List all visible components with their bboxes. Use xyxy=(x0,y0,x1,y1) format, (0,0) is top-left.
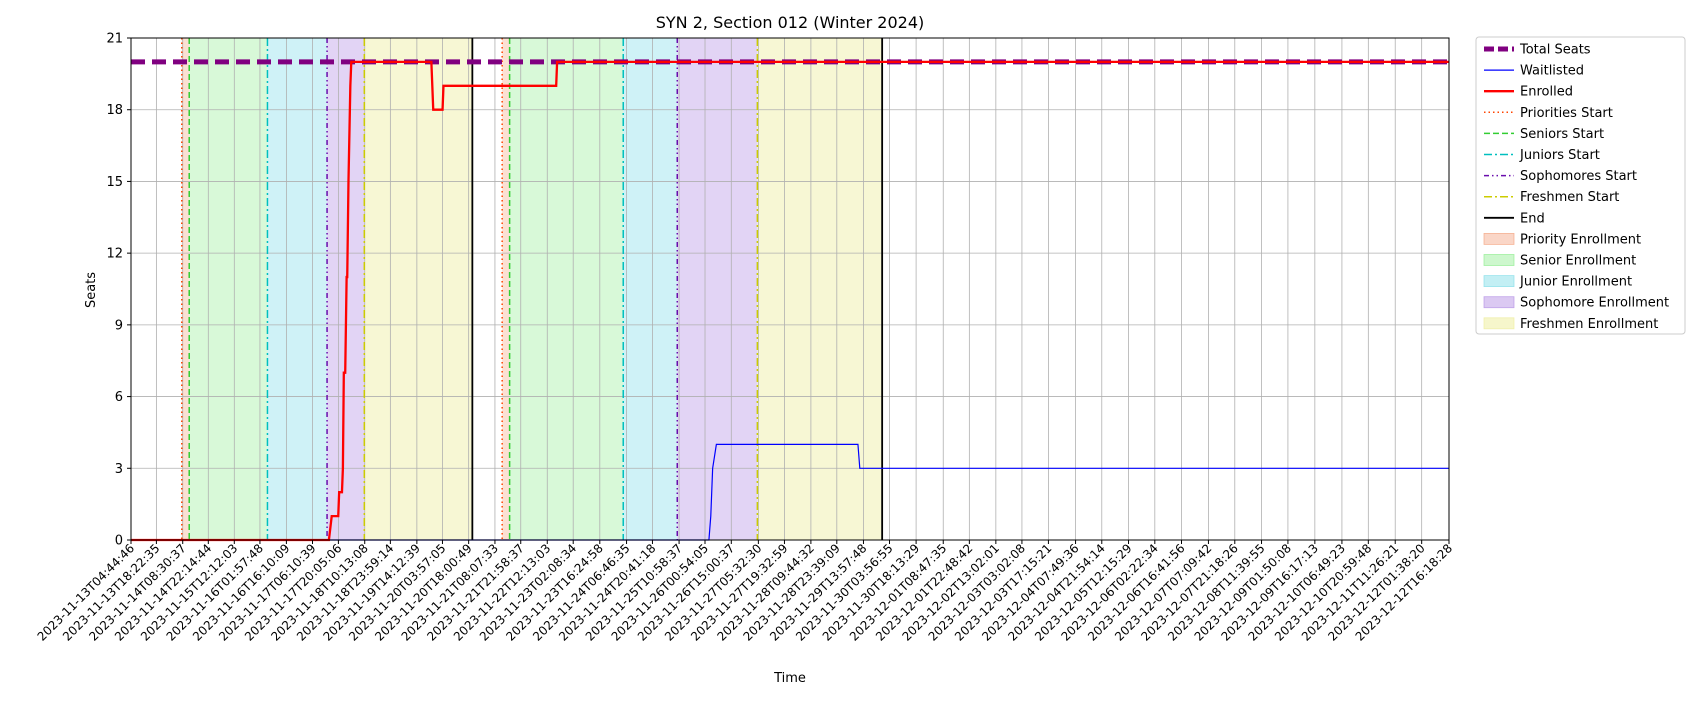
waitlisted-legend-label: Waitlisted xyxy=(1520,64,1584,79)
total-seats-legend-label: Total Seats xyxy=(1519,43,1591,58)
plot-area: 0369121518212023-11-13T04:44:462023-11-1… xyxy=(35,32,1456,644)
y-tick-label: 6 xyxy=(115,390,123,405)
sophomore-enrollment-legend-swatch xyxy=(1483,296,1515,309)
senior-enrollment-legend-swatch xyxy=(1483,254,1515,266)
freshmen-enrollment-band-1 xyxy=(364,38,473,540)
freshmen-enrollment-legend-label: Freshmen Enrollment xyxy=(1520,317,1658,332)
y-tick-label: 21 xyxy=(106,32,123,47)
x-axis-label: Time xyxy=(773,671,806,686)
junior-enrollment-band-2 xyxy=(623,38,678,540)
priorities-start-legend-label: Priorities Start xyxy=(1520,106,1613,121)
junior-enrollment-band-1 xyxy=(267,38,328,540)
waitlisted-series-line xyxy=(131,443,1449,541)
priority-enrollment-band-1 xyxy=(181,38,190,540)
sophomore-enrollment-legend-label: Sophomore Enrollment xyxy=(1520,296,1669,311)
seniors-start-legend-label: Seniors Start xyxy=(1520,127,1604,142)
plot-frame xyxy=(130,37,1450,541)
y-tick-label: 12 xyxy=(106,247,123,262)
priority-enrollment-band-2 xyxy=(502,38,510,540)
freshmen-enrollment-legend-swatch xyxy=(1483,317,1515,330)
priority-enrollment-legend-label: Priority Enrollment xyxy=(1520,232,1641,247)
sophomores-start-legend-label: Sophomores Start xyxy=(1520,169,1637,184)
legend: Total Seats Waitlisted Enrolled Priorities … xyxy=(1475,36,1686,335)
senior-enrollment-band-2 xyxy=(509,38,624,540)
y-tick-label: 0 xyxy=(115,534,123,549)
legend-box xyxy=(1475,36,1686,335)
chart-title: SYN 2, Section 012 (Winter 2024) xyxy=(656,13,925,32)
junior-enrollment-legend-label: Junior Enrollment xyxy=(1519,275,1632,290)
sophomore-enrollment-band-2 xyxy=(677,38,758,540)
priority-enrollment-legend-swatch xyxy=(1483,232,1515,245)
y-tick-label: 3 xyxy=(115,462,123,477)
end-legend-label: End xyxy=(1520,211,1545,226)
enrolled-legend-label: Enrolled xyxy=(1520,85,1573,100)
y-tick-label: 9 xyxy=(115,318,123,333)
senior-enrollment-legend-label: Senior Enrollment xyxy=(1520,254,1636,269)
junior-enrollment-legend-swatch xyxy=(1483,275,1515,288)
y-tick-label: 18 xyxy=(106,103,123,118)
juniors-start-legend-label: Juniors Start xyxy=(1519,148,1600,163)
y-tick-label: 15 xyxy=(106,175,123,190)
freshmen-start-legend-label: Freshmen Start xyxy=(1520,190,1619,205)
senior-enrollment-band-1 xyxy=(189,38,268,540)
y-axis-label: Seats xyxy=(84,272,99,308)
enrolled-series-line xyxy=(131,60,1449,542)
freshmen-enrollment-band-2 xyxy=(757,38,883,540)
